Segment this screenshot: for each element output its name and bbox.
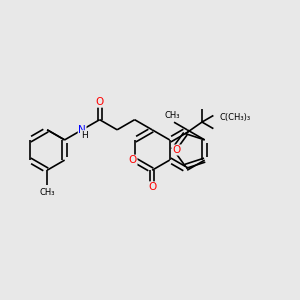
Text: H: H [81, 130, 88, 140]
Text: CH₃: CH₃ [39, 188, 55, 197]
Text: N: N [78, 125, 86, 135]
Text: O: O [172, 145, 181, 155]
Text: C(CH₃)₃: C(CH₃)₃ [219, 112, 250, 122]
Text: O: O [129, 155, 137, 165]
Text: O: O [95, 97, 104, 107]
Text: O: O [148, 182, 156, 192]
Text: CH₃: CH₃ [165, 111, 180, 120]
